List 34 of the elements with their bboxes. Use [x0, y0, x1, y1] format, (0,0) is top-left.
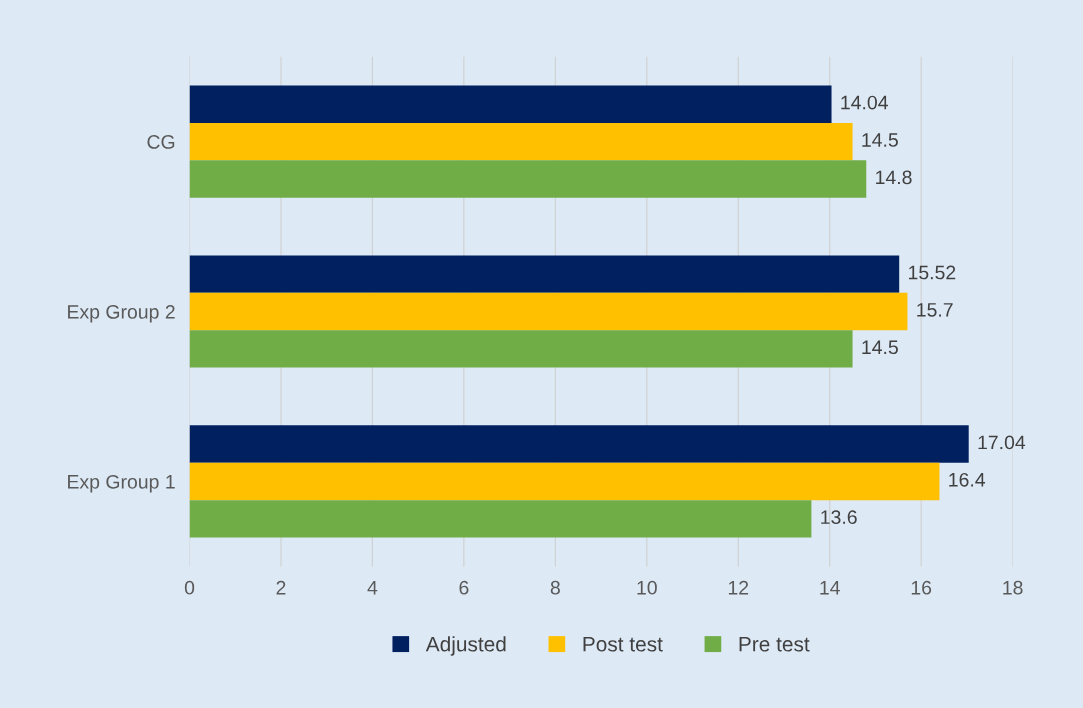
- legend-label: Post test: [583, 637, 663, 652]
- bar: [189, 292, 908, 331]
- legend-label: Adjusted: [425, 636, 506, 656]
- x-tick-label: 4: [367, 581, 378, 595]
- bar: [189, 462, 940, 501]
- x-tick-label: 6: [459, 580, 469, 595]
- y-tick-label: CG: [147, 135, 175, 149]
- bar: [189, 255, 900, 293]
- data-label: 15.7: [917, 303, 953, 317]
- data-label: 14.5: [862, 133, 898, 147]
- x-tick-label: 10: [637, 580, 657, 595]
- x-tick-label: 14: [820, 581, 840, 595]
- x-tick-label: 18: [1003, 580, 1023, 595]
- bar: [189, 425, 969, 463]
- bar: [189, 160, 867, 198]
- data-label: 14.04: [841, 95, 888, 110]
- data-label: 14.8: [876, 170, 912, 185]
- x-tick-label: 16: [911, 580, 932, 595]
- x-tick-label: 12: [728, 580, 749, 595]
- x-tick-label: 0: [184, 580, 195, 595]
- bar: [189, 122, 853, 161]
- data-label: 13.6: [821, 510, 857, 525]
- bar: [189, 85, 832, 123]
- data-label: 14.5: [862, 340, 898, 355]
- legend-label: Pre test: [739, 637, 810, 652]
- x-tick-label: 8: [550, 580, 560, 595]
- y-tick-label: Exp Group 2: [68, 304, 175, 323]
- bar: [189, 500, 812, 538]
- x-tick-label: 2: [276, 580, 286, 595]
- data-label: 15.52: [909, 265, 956, 280]
- y-tick-label: Exp Group 1: [68, 474, 175, 493]
- data-label: 17.04: [978, 435, 1026, 450]
- bar: [189, 330, 853, 368]
- data-label: 16.4: [949, 472, 986, 487]
